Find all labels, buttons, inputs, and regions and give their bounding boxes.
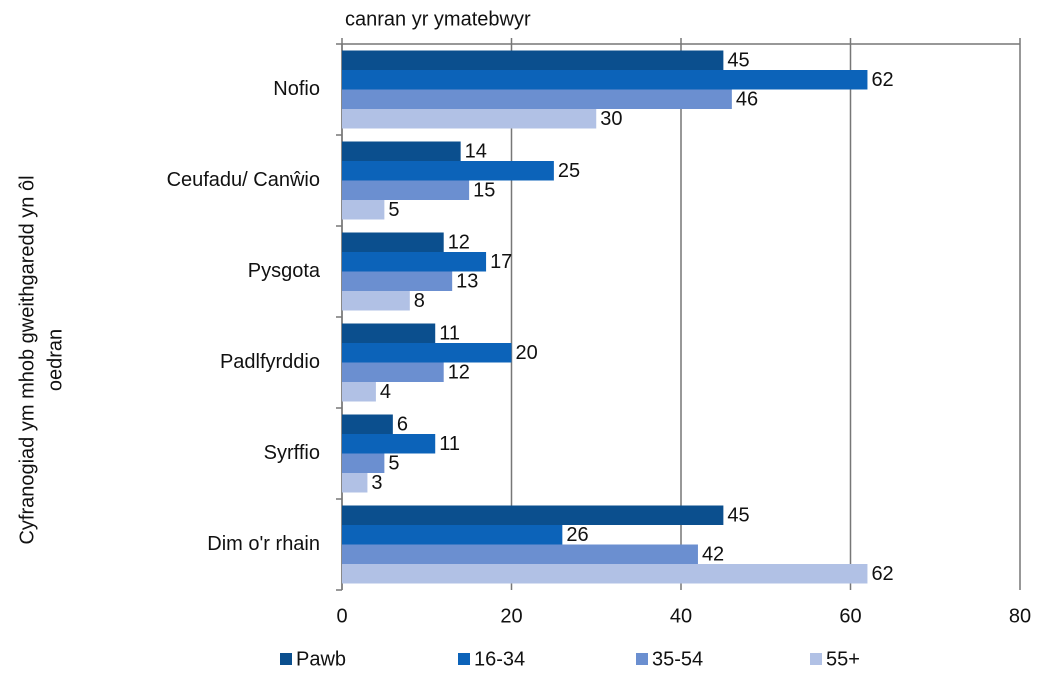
data-label: 5: [388, 199, 399, 221]
bar: [342, 414, 393, 434]
data-label: 46: [736, 89, 758, 111]
bar: [342, 252, 487, 272]
data-label: 11: [439, 323, 460, 345]
bar: [342, 453, 385, 473]
y-tick-label: Nofio: [273, 78, 320, 100]
data-label: 13: [456, 271, 478, 293]
y-axis-label: oedran: [44, 329, 66, 391]
data-label: 14: [465, 141, 487, 163]
data-label: 12: [448, 232, 470, 254]
data-label: 17: [490, 251, 512, 273]
data-label: 3: [371, 472, 382, 494]
data-label: 20: [516, 342, 538, 364]
data-label: 6: [397, 414, 408, 436]
bar: [342, 323, 436, 343]
y-tick-label: Ceufadu/ Canŵio: [167, 169, 320, 191]
bar: [342, 544, 698, 564]
y-axis-label: Cyfranogiad ym mhob gweithgaredd yn ôl: [16, 175, 38, 544]
data-label: 42: [702, 544, 724, 566]
data-label: 12: [448, 362, 470, 384]
data-label: 8: [414, 290, 425, 312]
x-tick-label: 0: [336, 605, 347, 627]
data-label: 25: [558, 160, 580, 182]
x-tick-label: 80: [1009, 605, 1031, 627]
bar: [342, 382, 376, 402]
legend-label: 16-34: [474, 648, 525, 670]
chart-title: canran yr ymatebwyr: [345, 8, 531, 30]
legend-swatch: [280, 653, 292, 665]
bar: [342, 50, 724, 70]
data-label: 5: [388, 453, 399, 475]
data-label: 11: [439, 433, 460, 455]
x-tick-label: 40: [670, 605, 692, 627]
bar: [342, 180, 470, 200]
bar: [342, 161, 554, 181]
data-label: 45: [727, 50, 749, 72]
legend-label: 55+: [826, 648, 860, 670]
bar: [342, 525, 563, 545]
bar: [342, 232, 444, 252]
data-label: 4: [380, 381, 391, 403]
bar: [342, 362, 444, 382]
bar: [342, 434, 436, 454]
bar: [342, 141, 461, 161]
bar: [342, 89, 732, 109]
y-tick-label: Dim o'r rhain: [207, 533, 320, 555]
bar: [342, 505, 724, 525]
data-label: 15: [473, 180, 495, 202]
x-tick-label: 20: [500, 605, 522, 627]
y-tick-label: Pysgota: [248, 260, 321, 282]
bar: [342, 70, 868, 90]
data-label: 26: [566, 524, 588, 546]
data-label: 45: [727, 505, 749, 527]
bar: [342, 343, 512, 363]
bar: [342, 109, 597, 129]
bar: [342, 271, 453, 291]
legend-swatch: [458, 653, 470, 665]
x-tick-label: 60: [839, 605, 861, 627]
bar: [342, 564, 868, 584]
data-label: 30: [600, 108, 622, 130]
y-tick-label: Padlfyrddio: [220, 351, 320, 373]
legend-swatch: [810, 653, 822, 665]
legend-swatch: [636, 653, 648, 665]
legend-label: Pawb: [296, 648, 346, 670]
bar: [342, 291, 410, 311]
bar: [342, 200, 385, 220]
y-tick-label: Syrffio: [264, 442, 320, 464]
bar: [342, 473, 368, 493]
data-label: 62: [871, 69, 893, 91]
legend-label: 35-54: [652, 648, 703, 670]
data-label: 62: [871, 563, 893, 585]
